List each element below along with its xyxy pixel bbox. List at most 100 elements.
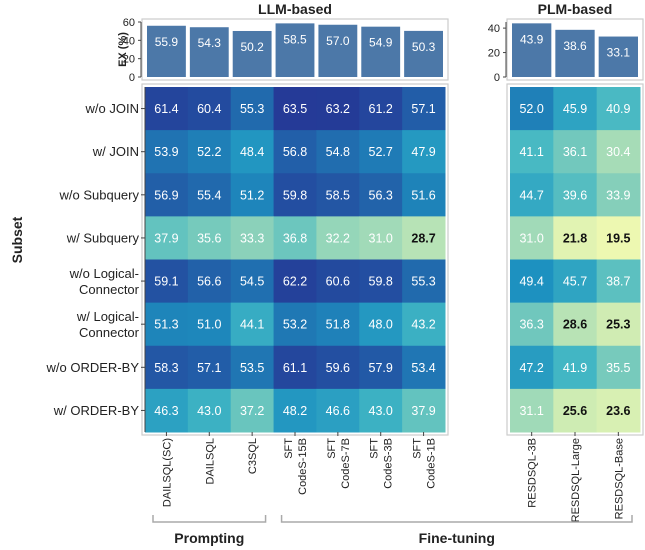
heatmap-cell-label: 58.3 bbox=[154, 361, 178, 375]
heatmap-cell-label: 52.2 bbox=[197, 145, 221, 159]
heatmap-cell-label: 49.4 bbox=[519, 275, 543, 289]
heatmap-cell-label: 57.9 bbox=[369, 361, 393, 375]
heatmap-cell-label: 40.9 bbox=[606, 102, 630, 116]
heatmap-cell bbox=[316, 87, 360, 131]
heatmap-cell bbox=[553, 302, 598, 347]
column-label: CodeS-3B bbox=[383, 438, 395, 489]
column-label: SFT bbox=[326, 438, 338, 459]
heatmap-cell bbox=[145, 388, 189, 433]
row-label: w/o Logical- bbox=[69, 266, 139, 281]
y-axis-title: Subset bbox=[9, 216, 25, 263]
heatmap-cell bbox=[145, 259, 189, 304]
row-label: w/ Subquery bbox=[66, 230, 140, 245]
heatmap-cell bbox=[316, 173, 360, 217]
heatmap-cell bbox=[510, 87, 554, 131]
heatmap-cell bbox=[596, 87, 641, 131]
heatmap-cell-label: 63.2 bbox=[326, 102, 350, 116]
heatmap-cell bbox=[187, 130, 232, 174]
heatmap-cell-label: 31.0 bbox=[519, 231, 543, 245]
heatmap-cell-label: 57.1 bbox=[197, 361, 221, 375]
heatmap-cell bbox=[273, 388, 317, 433]
heatmap-cell-label: 43.0 bbox=[369, 404, 393, 418]
row-label: Connector bbox=[79, 325, 140, 340]
bar-dailsql bbox=[189, 27, 229, 78]
heatmap-cell bbox=[553, 130, 598, 174]
heatmap-cell-label: 59.1 bbox=[154, 275, 178, 289]
heatmap-cell bbox=[510, 388, 554, 433]
column-label: CodeS-7B bbox=[340, 438, 352, 489]
heatmap-cell bbox=[187, 259, 232, 304]
heatmap-cell bbox=[596, 130, 641, 174]
heatmap-cell bbox=[187, 216, 232, 260]
heatmap-cell-label: 33.3 bbox=[240, 231, 264, 245]
column-label: DAILSQL bbox=[204, 438, 216, 484]
heatmap-cell bbox=[359, 345, 403, 390]
column-label: RESDSQL-Base bbox=[613, 438, 625, 519]
heatmap-cell-label: 51.8 bbox=[326, 318, 350, 332]
heatmap-cell-label: 19.5 bbox=[606, 231, 630, 245]
heatmap-cell bbox=[316, 259, 360, 304]
bar-value-label: 38.6 bbox=[563, 39, 587, 53]
heatmap-cell-label: 46.6 bbox=[326, 404, 350, 418]
heatmap-cell-label: 51.6 bbox=[411, 188, 435, 202]
row-label: Connector bbox=[79, 282, 140, 297]
heatmap-cell-label: 45.9 bbox=[563, 102, 587, 116]
row-label: w/ ORDER-BY bbox=[53, 403, 140, 418]
column-label: RESDSQL-3B bbox=[527, 438, 539, 508]
bar-axis-label: EX (%) bbox=[117, 32, 129, 67]
heatmap-cell-label: 36.1 bbox=[563, 145, 587, 159]
heatmap-cell-label: 59.8 bbox=[369, 275, 393, 289]
heatmap-cell-label: 55.3 bbox=[240, 102, 264, 116]
heatmap-cell bbox=[187, 345, 232, 390]
heatmap-cell bbox=[316, 130, 360, 174]
heatmap-cell-label: 39.6 bbox=[563, 188, 587, 202]
heatmap-cell-label: 48.0 bbox=[369, 318, 393, 332]
heatmap-cell-label: 47.2 bbox=[519, 361, 543, 375]
bar-value-label: 54.3 bbox=[198, 36, 222, 50]
heatmap-cell bbox=[510, 259, 554, 304]
heatmap-cell bbox=[230, 345, 275, 390]
bar-sft-codes-3b bbox=[361, 26, 401, 77]
group-title-0: LLM-based bbox=[258, 1, 332, 17]
heatmap-cell-label: 56.3 bbox=[369, 188, 393, 202]
bar-resdsql-base bbox=[598, 36, 638, 77]
group-title-1: PLM-based bbox=[538, 1, 613, 17]
heatmap-cell-label: 23.6 bbox=[606, 404, 630, 418]
bar-value-label: 50.2 bbox=[240, 40, 264, 54]
heatmap-cell-label: 36.3 bbox=[519, 318, 543, 332]
bar-panel-frame-1 bbox=[506, 18, 644, 81]
bar-resdsql-large bbox=[555, 29, 595, 78]
heatmap-cell bbox=[402, 259, 446, 304]
heatmap-cell bbox=[230, 87, 275, 131]
heatmap-cell bbox=[187, 87, 232, 131]
bracket-label-1: Fine-tuning bbox=[419, 530, 495, 546]
heatmap-cell-label: 56.6 bbox=[197, 275, 221, 289]
bar-tick-label: 20 bbox=[123, 54, 135, 66]
heatmap-cell-label: 53.4 bbox=[411, 361, 435, 375]
heatmap-cell-label: 52.7 bbox=[369, 145, 393, 159]
heatmap-cell-label: 37.9 bbox=[411, 404, 435, 418]
bar-sft-codes-7b bbox=[318, 24, 358, 77]
heatmap-cell bbox=[187, 302, 232, 347]
bar-c3sql bbox=[232, 30, 272, 77]
bar-tick-label: 60 bbox=[123, 17, 135, 29]
bar-value-label: 55.9 bbox=[155, 35, 179, 49]
heatmap-cell-label: 33.9 bbox=[606, 188, 630, 202]
heatmap-cell bbox=[510, 216, 554, 260]
heatmap-cell bbox=[230, 259, 275, 304]
heatmap-cell-label: 53.2 bbox=[283, 318, 307, 332]
heatmap-cell bbox=[596, 302, 641, 347]
heatmap-cell-label: 32.2 bbox=[326, 231, 350, 245]
heatmap-cell bbox=[145, 87, 189, 131]
column-label: RESDSQL-Large bbox=[570, 438, 582, 522]
heatmap-cell bbox=[273, 130, 317, 174]
bar-dailsql-sc- bbox=[147, 25, 186, 78]
heatmap-cell bbox=[402, 173, 446, 217]
heatmap-cell-label: 60.4 bbox=[197, 102, 221, 116]
heatmap-cell bbox=[145, 302, 189, 347]
heatmap-cell-label: 21.8 bbox=[563, 231, 587, 245]
heatmap-cell bbox=[145, 173, 189, 217]
heatmap-cell bbox=[359, 130, 403, 174]
column-label: SFT bbox=[283, 438, 295, 459]
heatmap-cell bbox=[553, 345, 598, 390]
